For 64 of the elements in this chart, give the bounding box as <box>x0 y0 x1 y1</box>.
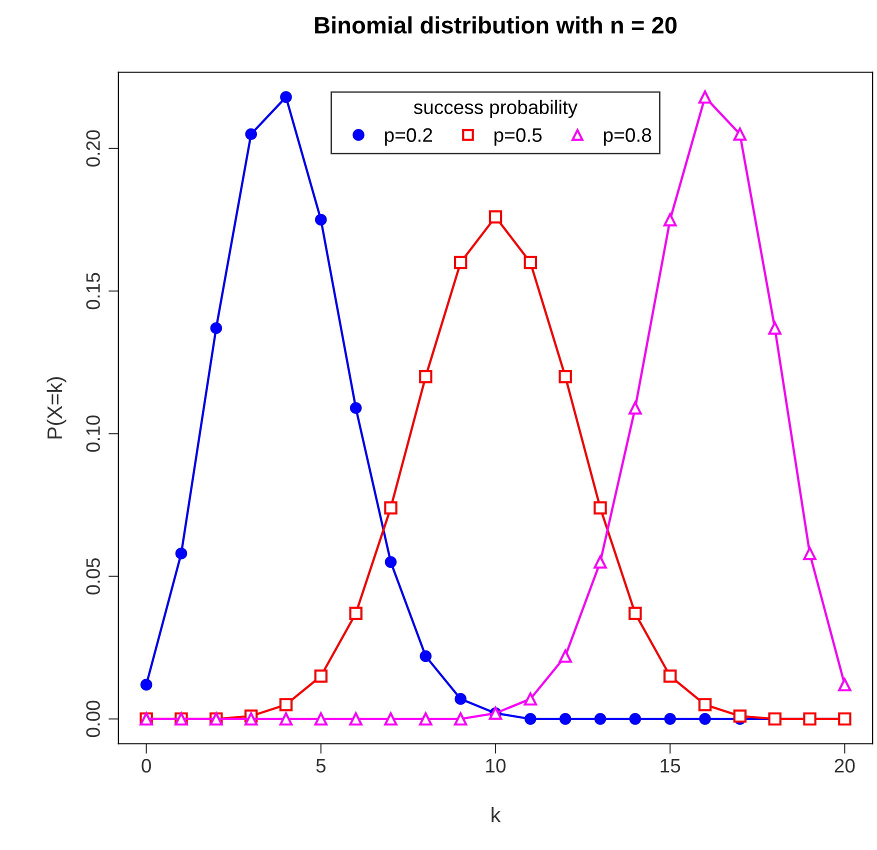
point <box>733 709 747 723</box>
legend-title: success probability <box>414 100 578 118</box>
point <box>838 678 852 692</box>
x-tick-label: 15 <box>660 759 680 773</box>
y-tick-label: 0.00 <box>86 700 100 738</box>
point <box>803 546 816 560</box>
point <box>594 501 607 514</box>
point <box>314 712 328 726</box>
point <box>140 678 152 691</box>
y-tick-label: 0.15 <box>86 272 100 310</box>
point <box>350 402 362 414</box>
point <box>663 213 677 226</box>
point <box>314 670 328 683</box>
x-tick-label: 20 <box>834 758 855 773</box>
x-tick-label: 10 <box>486 758 506 773</box>
point <box>384 556 397 568</box>
point <box>698 698 712 712</box>
point <box>245 128 257 140</box>
x-tick-label: 0 <box>142 758 151 773</box>
point <box>244 712 258 726</box>
point <box>558 370 572 384</box>
point <box>454 712 468 726</box>
point <box>664 713 676 725</box>
point <box>558 650 572 663</box>
point <box>349 606 362 620</box>
point <box>420 650 432 662</box>
point <box>628 606 642 620</box>
y-axis-title: P(X=k) <box>46 377 66 438</box>
point <box>279 712 293 726</box>
legend-label: p=0.5 <box>494 128 542 146</box>
legend-label: p=0.8 <box>604 128 652 146</box>
point <box>629 713 642 725</box>
point <box>628 401 642 415</box>
point <box>454 693 466 705</box>
chart-title: Binomial distribution with n = 20 <box>315 16 677 34</box>
point <box>384 501 398 514</box>
point <box>279 698 293 712</box>
x-axis-title: k <box>492 807 501 822</box>
point <box>419 370 432 384</box>
point <box>419 712 432 726</box>
point <box>524 713 536 725</box>
y-tick-label: 0.05 <box>86 558 100 594</box>
point <box>594 555 607 569</box>
point <box>524 256 538 270</box>
point <box>699 713 711 725</box>
point <box>384 712 398 726</box>
point <box>559 713 572 725</box>
point <box>698 90 712 104</box>
point <box>280 91 292 103</box>
point <box>488 210 502 224</box>
point <box>594 713 606 725</box>
legend-label: p=0.2 <box>385 128 432 146</box>
point <box>663 670 677 683</box>
point <box>349 712 362 726</box>
y-tick-label: 0.10 <box>86 416 100 452</box>
point <box>524 692 538 706</box>
point <box>315 214 327 226</box>
point <box>733 128 747 141</box>
point <box>175 548 188 560</box>
point <box>210 322 222 334</box>
point <box>768 322 782 335</box>
x-tick-label: 5 <box>316 759 326 773</box>
y-tick-label: 0.20 <box>86 130 100 167</box>
point <box>454 256 468 270</box>
